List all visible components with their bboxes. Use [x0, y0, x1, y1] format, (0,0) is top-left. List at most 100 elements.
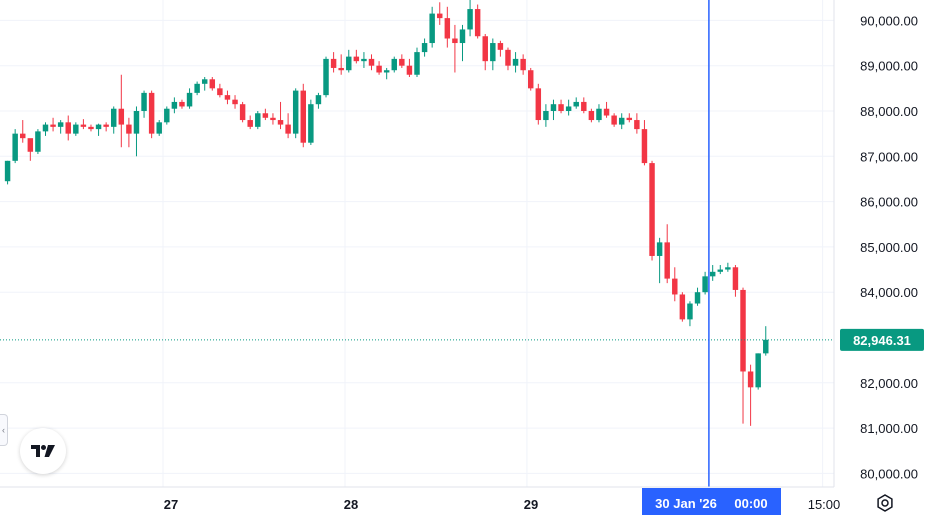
- candle[interactable]: [126, 117, 132, 148]
- candle[interactable]: [634, 113, 640, 134]
- candle[interactable]: [482, 33, 488, 71]
- candle[interactable]: [247, 115, 253, 130]
- candle[interactable]: [527, 67, 534, 91]
- candle[interactable]: [308, 99, 314, 145]
- candle-series[interactable]: [4, 0, 769, 426]
- candle[interactable]: [270, 113, 276, 125]
- candle[interactable]: [611, 113, 617, 127]
- candle[interactable]: [437, 2, 443, 25]
- candle[interactable]: [323, 56, 329, 98]
- candle[interactable]: [429, 6, 435, 48]
- candle[interactable]: [725, 262, 731, 272]
- candle[interactable]: [709, 265, 716, 281]
- candle[interactable]: [383, 67, 390, 80]
- candle[interactable]: [315, 92, 322, 109]
- candle[interactable]: [626, 113, 633, 123]
- collapse-panel-handle[interactable]: ‹: [0, 414, 8, 446]
- candle[interactable]: [421, 38, 428, 57]
- candle[interactable]: [262, 108, 269, 121]
- candle[interactable]: [717, 265, 724, 275]
- candle[interactable]: [361, 52, 367, 68]
- candle[interactable]: [520, 54, 526, 75]
- candle[interactable]: [679, 292, 686, 322]
- candle[interactable]: [346, 49, 352, 73]
- price-axis[interactable]: 90,000.00 89,000.00 88,000.00 87,000.00 86,0…: [860, 13, 918, 481]
- candle[interactable]: [755, 353, 761, 390]
- candle[interactable]: [459, 24, 466, 62]
- candle[interactable]: [618, 113, 625, 130]
- candle[interactable]: [209, 77, 216, 91]
- candle[interactable]: [641, 120, 648, 166]
- candle[interactable]: [88, 124, 94, 132]
- candle[interactable]: [217, 83, 223, 98]
- candle[interactable]: [664, 224, 670, 284]
- candle[interactable]: [194, 81, 200, 96]
- candle[interactable]: [35, 129, 41, 155]
- candle[interactable]: [255, 110, 261, 130]
- candle[interactable]: [444, 6, 451, 48]
- candle[interactable]: [20, 120, 26, 143]
- candle[interactable]: [672, 267, 678, 302]
- candle[interactable]: [497, 40, 504, 57]
- candle[interactable]: [543, 104, 549, 127]
- candle[interactable]: [201, 77, 208, 91]
- candle[interactable]: [95, 123, 102, 136]
- candle[interactable]: [535, 83, 542, 125]
- candle[interactable]: [164, 106, 170, 125]
- candle[interactable]: [27, 138, 34, 161]
- candle[interactable]: [732, 265, 739, 297]
- candle[interactable]: [277, 101, 284, 130]
- candle[interactable]: [565, 99, 572, 116]
- candle[interactable]: [558, 99, 564, 114]
- time-axis[interactable]: 27 28 29 15:00: [164, 497, 841, 512]
- candle[interactable]: [65, 115, 71, 141]
- candle[interactable]: [490, 38, 496, 71]
- candle[interactable]: [474, 4, 481, 39]
- candle[interactable]: [118, 74, 125, 148]
- candle[interactable]: [505, 47, 511, 71]
- candle[interactable]: [179, 99, 185, 109]
- candle[interactable]: [687, 301, 693, 327]
- candle[interactable]: [232, 95, 238, 109]
- candle[interactable]: [740, 287, 746, 424]
- candle[interactable]: [110, 106, 117, 134]
- candle[interactable]: [300, 83, 307, 148]
- tradingview-logo[interactable]: [20, 428, 66, 474]
- candle[interactable]: [224, 90, 231, 105]
- candle[interactable]: [50, 117, 56, 132]
- candle[interactable]: [452, 24, 458, 73]
- settings-icon[interactable]: [874, 492, 896, 514]
- candle[interactable]: [171, 97, 178, 114]
- candle[interactable]: [573, 97, 579, 109]
- candle[interactable]: [467, 0, 473, 37]
- candle[interactable]: [581, 97, 587, 114]
- candle[interactable]: [596, 104, 602, 123]
- candle[interactable]: [368, 54, 375, 71]
- candle[interactable]: [391, 56, 397, 73]
- candle[interactable]: [702, 271, 708, 295]
- candle[interactable]: [353, 49, 360, 64]
- candle[interactable]: [156, 120, 162, 136]
- candle[interactable]: [239, 101, 246, 123]
- candle[interactable]: [73, 122, 79, 136]
- candle[interactable]: [376, 61, 382, 75]
- candle[interactable]: [148, 90, 155, 139]
- candle[interactable]: [656, 237, 663, 284]
- candle[interactable]: [186, 88, 193, 109]
- candle[interactable]: [550, 99, 557, 121]
- candle[interactable]: [414, 47, 420, 78]
- candle[interactable]: [588, 108, 595, 123]
- candle[interactable]: [80, 119, 87, 130]
- candle[interactable]: [338, 54, 344, 75]
- candle[interactable]: [42, 122, 49, 136]
- candle[interactable]: [603, 101, 610, 118]
- candle[interactable]: [399, 54, 405, 68]
- candle[interactable]: [133, 106, 140, 157]
- candle[interactable]: [285, 113, 291, 139]
- candle[interactable]: [4, 160, 11, 185]
- candle[interactable]: [406, 58, 413, 78]
- candle[interactable]: [57, 120, 64, 134]
- candle[interactable]: [330, 52, 337, 73]
- candle[interactable]: [12, 129, 18, 164]
